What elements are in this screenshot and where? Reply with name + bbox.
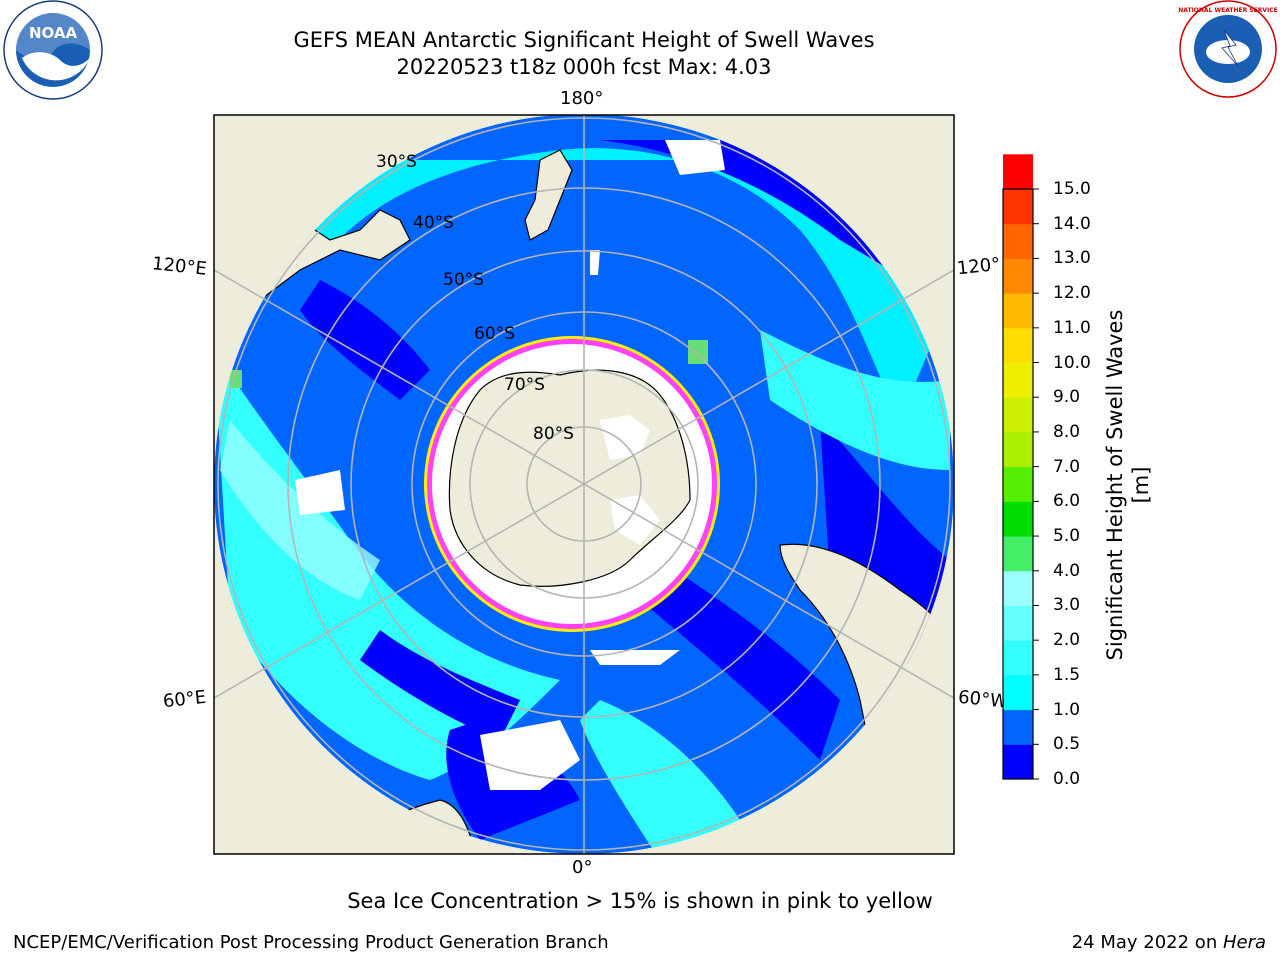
colorbar-frame bbox=[1002, 188, 1034, 780]
colorbar-tick-label: 12.0 bbox=[1053, 283, 1091, 304]
colorbar-cell bbox=[1003, 536, 1033, 572]
lon-label-180: 180° bbox=[560, 88, 604, 109]
colorbar-tick-label: 1.0 bbox=[1053, 699, 1081, 720]
colorbar-tick-label: 3.0 bbox=[1053, 595, 1081, 616]
colorbar-cell bbox=[1003, 431, 1033, 468]
sea-ice-note: Sea Ice Concentration > 15% is shown in … bbox=[347, 889, 933, 913]
colorbar-cell bbox=[1003, 501, 1033, 537]
colorbar-cell bbox=[1003, 154, 1033, 190]
noaa-logo: NOAA bbox=[3, 0, 103, 100]
footer-host: Hera bbox=[1222, 932, 1266, 953]
colorbar-tick-label: 8.0 bbox=[1053, 421, 1081, 442]
map-frame bbox=[213, 114, 955, 855]
colorbar-tick-label: 0.0 bbox=[1053, 769, 1081, 789]
colorbar-tick-label: 14.0 bbox=[1053, 213, 1091, 234]
colorbar-cell bbox=[1003, 709, 1033, 745]
colorbar-label: Significant Height of Swell Waves [m] bbox=[1103, 309, 1153, 661]
colorbar-cell bbox=[1003, 674, 1033, 711]
lat-label-50s: 50°S bbox=[443, 270, 484, 290]
chart-title: GEFS MEAN Antarctic Significant Height o… bbox=[293, 28, 875, 52]
colorbar-tick-label: 4.0 bbox=[1053, 560, 1081, 581]
colorbar-cell bbox=[1003, 293, 1033, 329]
colorbar-cell bbox=[1003, 466, 1033, 502]
lat-label-80s: 80°S bbox=[533, 424, 574, 444]
colorbar-tick-label: 11.0 bbox=[1053, 317, 1091, 338]
colorbar-cell bbox=[1003, 362, 1033, 398]
colorbar-cell bbox=[1003, 327, 1033, 364]
lat-label-30s: 30°S bbox=[376, 152, 417, 172]
lon-label-0: 0° bbox=[572, 857, 593, 878]
colorbar bbox=[1003, 154, 1033, 780]
colorbar-cell bbox=[1003, 258, 1033, 294]
colorbar-cell bbox=[1003, 189, 1033, 225]
noaa-logo-text: NOAA bbox=[29, 24, 78, 42]
lat-label-70s: 70°S bbox=[504, 375, 545, 395]
colorbar-tick-label: 0.5 bbox=[1053, 734, 1081, 755]
footer-date-text: 24 May 2022 on bbox=[1071, 932, 1223, 953]
nws-ring-text: NATIONAL WEATHER SERVICE bbox=[1178, 7, 1277, 14]
colorbar-cell bbox=[1003, 570, 1033, 606]
colorbar-cell bbox=[1003, 605, 1033, 641]
colorbar-tick-label: 13.0 bbox=[1053, 248, 1091, 269]
colorbar-cell bbox=[1003, 744, 1033, 780]
colorbar-tick-label: 15.0 bbox=[1053, 179, 1091, 199]
footer-credit: NCEP/EMC/Verification Post Processing Pr… bbox=[13, 932, 609, 953]
colorbar-tick-label: 9.0 bbox=[1053, 387, 1081, 408]
lat-label-40s: 40°S bbox=[413, 213, 454, 233]
colorbar-cell bbox=[1003, 397, 1033, 433]
colorbar-tick-label: 7.0 bbox=[1053, 456, 1081, 477]
lat-label-60s: 60°S bbox=[474, 324, 515, 344]
nws-logo: NATIONAL WEATHER SERVICE bbox=[1178, 0, 1278, 98]
colorbar-tick-label: 2.0 bbox=[1053, 630, 1081, 651]
colorbar-tick-label: 5.0 bbox=[1053, 526, 1081, 547]
graticule bbox=[214, 115, 954, 854]
colorbar-tick-label: 1.5 bbox=[1053, 664, 1081, 685]
colorbar-cell bbox=[1003, 640, 1033, 676]
colorbar-tick-label: 10.0 bbox=[1053, 352, 1091, 373]
footer-date: 24 May 2022 on Hera bbox=[1072, 932, 1266, 953]
colorbar-cell bbox=[1003, 223, 1033, 259]
colorbar-tick-label: 6.0 bbox=[1053, 491, 1081, 512]
chart-subtitle: 20220523 t18z 000h fcst Max: 4.03 bbox=[396, 55, 772, 79]
